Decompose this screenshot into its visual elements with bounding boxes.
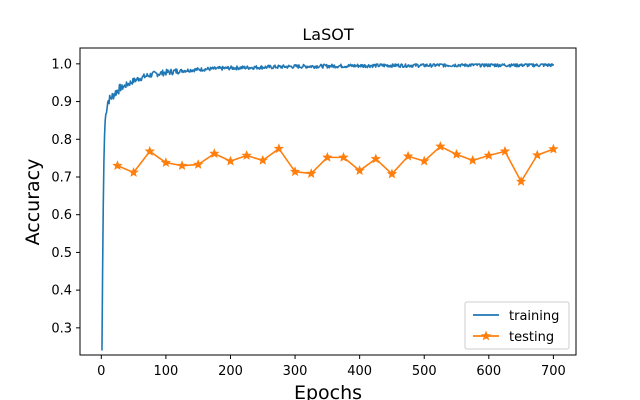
- legend-star-icon: [480, 330, 492, 341]
- testing-point: [322, 151, 333, 162]
- plot-frame: [79, 47, 577, 356]
- x-tick-label: 100: [153, 364, 178, 379]
- y-axis-label: Accuracy: [22, 159, 44, 246]
- testing-point: [338, 151, 349, 162]
- testing-point: [402, 150, 414, 161]
- y-tick-label: 0.8: [51, 133, 72, 148]
- training-line: [101, 63, 555, 351]
- testing-line: [117, 145, 554, 183]
- testing-point: [370, 153, 381, 164]
- legend-testing-label: testing: [509, 330, 554, 345]
- testing-point: [499, 145, 511, 156]
- x-tick-label: 700: [541, 364, 566, 379]
- training-series-layer: [101, 63, 555, 351]
- testing-series-layer: [112, 141, 559, 186]
- y-tick-label: 1.0: [51, 57, 72, 72]
- testing-point: [257, 154, 268, 165]
- testing-point: [160, 157, 172, 168]
- testing-point: [112, 160, 123, 171]
- x-tick-label: 600: [476, 364, 501, 379]
- legend-training-label: training: [509, 309, 559, 324]
- legend-box: [464, 301, 570, 350]
- testing-point: [176, 160, 188, 171]
- testing-point: [241, 150, 252, 160]
- legend: training testing: [464, 301, 570, 350]
- testing-point: [548, 143, 559, 154]
- testing-point: [144, 145, 155, 156]
- x-tick-label: 400: [347, 364, 372, 379]
- x-tick-label: 500: [412, 364, 437, 379]
- testing-point: [128, 167, 139, 177]
- testing-point: [435, 141, 446, 151]
- testing-point: [386, 168, 398, 179]
- testing-point: [193, 159, 204, 169]
- y-tick-label: 0.5: [51, 246, 72, 261]
- y-axis: 0.3 0.4 0.5 0.6 0.7 0.8 0.9 1.0: [51, 57, 80, 336]
- testing-point: [451, 148, 462, 159]
- testing-point: [467, 154, 478, 165]
- legend-testing-marker: [480, 330, 492, 341]
- testing-point: [515, 176, 527, 186]
- testing-point: [354, 165, 365, 175]
- x-axis-label: Epochs: [294, 382, 362, 400]
- y-tick-label: 0.7: [51, 170, 72, 185]
- testing-point: [419, 155, 430, 166]
- plot-area: [79, 47, 577, 356]
- testing-point: [225, 155, 236, 166]
- chart-title: LaSOT: [302, 25, 353, 44]
- x-axis: 0 100 200 300 400 500 600 700: [97, 355, 566, 379]
- testing-point: [273, 143, 285, 154]
- x-tick-label: 200: [218, 364, 243, 379]
- testing-point: [483, 150, 494, 160]
- x-tick-label: 0: [97, 364, 105, 379]
- y-tick-label: 0.4: [51, 284, 72, 299]
- testing-point: [209, 148, 220, 158]
- testing-point: [289, 166, 301, 177]
- testing-point: [306, 168, 317, 178]
- x-tick-label: 300: [283, 364, 308, 379]
- y-tick-label: 0.3: [51, 321, 72, 336]
- testing-point: [532, 149, 543, 160]
- y-tick-label: 0.9: [51, 95, 72, 110]
- y-tick-label: 0.6: [51, 208, 72, 223]
